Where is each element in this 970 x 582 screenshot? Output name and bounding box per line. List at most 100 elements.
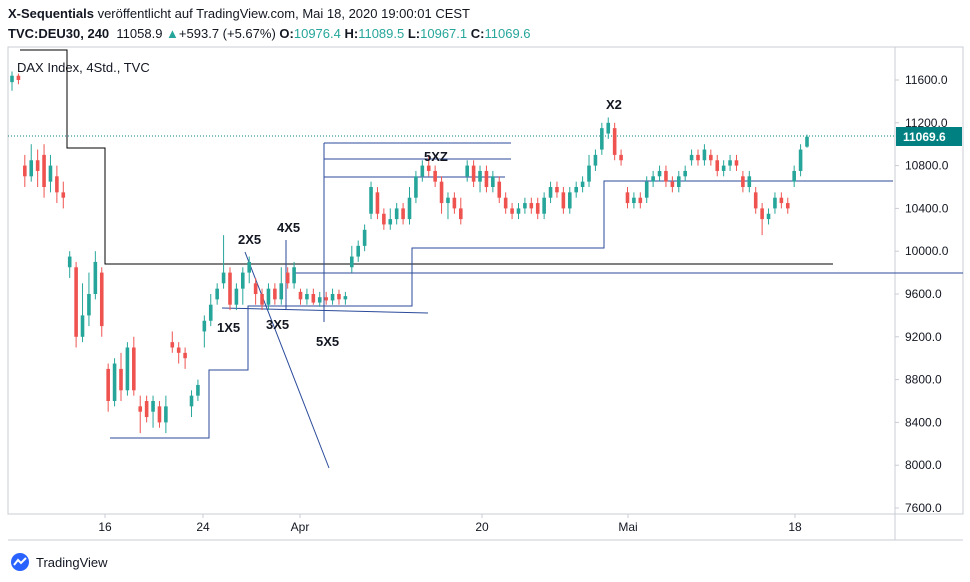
candle bbox=[164, 395, 168, 434]
time-tick-label: Mai bbox=[618, 520, 637, 534]
candle-body bbox=[753, 192, 758, 209]
symbol-label[interactable]: TVC:DEU30, 240 bbox=[8, 26, 110, 41]
candle-body bbox=[164, 406, 168, 423]
candle bbox=[805, 134, 809, 148]
candle bbox=[35, 149, 40, 187]
candle-body bbox=[394, 208, 399, 220]
candle-body bbox=[132, 347, 136, 391]
candle bbox=[747, 170, 752, 193]
candle bbox=[471, 160, 476, 187]
candle bbox=[702, 144, 707, 166]
candle-body bbox=[55, 176, 59, 193]
price-axis[interactable]: 11600.0 11200.0 10800.0 10400.0 10000.0 9600.… bbox=[895, 73, 949, 515]
candle bbox=[478, 165, 482, 193]
candle-body bbox=[16, 75, 21, 80]
candle bbox=[228, 267, 232, 311]
drawings-layer bbox=[8, 49, 963, 469]
candle bbox=[548, 181, 553, 204]
candle-body bbox=[67, 256, 72, 268]
candle-body bbox=[106, 368, 110, 401]
candle bbox=[279, 267, 284, 305]
candle bbox=[452, 192, 457, 214]
candle-body bbox=[670, 181, 675, 187]
candle bbox=[362, 224, 367, 252]
candle bbox=[67, 251, 72, 278]
candle-body bbox=[766, 213, 771, 220]
candle bbox=[215, 283, 219, 305]
candle-body bbox=[196, 384, 200, 396]
candle bbox=[356, 240, 361, 262]
candle-body bbox=[349, 256, 354, 268]
candle bbox=[273, 283, 277, 305]
price-tick-label: 7600.0 bbox=[905, 501, 942, 515]
annotations: 1X5 2X5 3X5 4X5 5X5 5XZ X2 bbox=[217, 97, 622, 349]
time-tick-label: 20 bbox=[475, 520, 489, 534]
candle bbox=[285, 267, 290, 289]
candle bbox=[99, 267, 104, 337]
candle bbox=[664, 165, 668, 187]
price-tick-label: 11200.0 bbox=[905, 116, 948, 130]
high-value: 11089.5 bbox=[358, 26, 405, 41]
candle-body bbox=[285, 272, 290, 284]
candle-body bbox=[478, 170, 482, 182]
candle-body bbox=[29, 160, 34, 177]
candle bbox=[587, 154, 591, 187]
candle-body bbox=[542, 197, 546, 214]
blue-step-line bbox=[110, 180, 893, 439]
candle-body bbox=[337, 294, 341, 300]
candle-body bbox=[696, 154, 700, 161]
candle bbox=[484, 165, 489, 193]
candle-body bbox=[420, 165, 425, 177]
candle-body bbox=[785, 203, 790, 209]
candle bbox=[375, 187, 380, 220]
candle-body bbox=[638, 197, 643, 204]
candle bbox=[561, 187, 566, 214]
candle-body bbox=[664, 170, 668, 182]
candle bbox=[317, 291, 322, 307]
candle bbox=[151, 395, 155, 428]
candle-body bbox=[593, 154, 598, 166]
candle-body bbox=[529, 203, 534, 209]
candle bbox=[439, 176, 444, 214]
candle bbox=[516, 203, 521, 220]
candle bbox=[247, 256, 252, 284]
tradingview-brand[interactable]: TradingView bbox=[36, 554, 108, 570]
candle-body bbox=[208, 304, 213, 321]
price-tick-label: 11600.0 bbox=[905, 73, 948, 87]
last-price-tag bbox=[896, 127, 962, 146]
price-tick-label: 10000.0 bbox=[905, 244, 949, 258]
time-tick-label: Apr bbox=[291, 520, 310, 534]
support-line bbox=[221, 307, 429, 314]
candle bbox=[670, 176, 675, 193]
chart-title: DAX Index, 4Std., TVC bbox=[17, 60, 150, 75]
tradingview-logo-icon[interactable] bbox=[10, 552, 30, 572]
candle-body bbox=[189, 395, 194, 407]
candle-body bbox=[747, 176, 752, 187]
candle-body bbox=[734, 160, 739, 166]
candle-body bbox=[144, 401, 149, 418]
diagonal-line bbox=[244, 251, 330, 469]
candle bbox=[407, 187, 412, 225]
candle-body bbox=[388, 219, 393, 225]
candle-body bbox=[503, 197, 508, 209]
candle-body bbox=[157, 406, 162, 423]
candle bbox=[676, 170, 681, 193]
low-value: 10967.1 bbox=[420, 26, 468, 41]
time-axis[interactable]: 16 24 Apr 20 Mai 18 bbox=[98, 514, 802, 534]
candle-body bbox=[555, 187, 559, 193]
candle-body bbox=[561, 192, 566, 209]
candle-body bbox=[484, 170, 489, 187]
candle bbox=[388, 208, 393, 230]
candle bbox=[414, 170, 418, 204]
candle-body bbox=[644, 181, 649, 198]
publisher-name[interactable]: X-Sequentials bbox=[8, 6, 94, 21]
candle-body bbox=[426, 165, 431, 171]
candle bbox=[311, 288, 316, 305]
candle-body bbox=[80, 315, 85, 337]
candle-body bbox=[612, 128, 617, 155]
candle bbox=[644, 176, 649, 204]
low-label: L: bbox=[407, 26, 421, 41]
candle-body bbox=[632, 197, 636, 204]
candle bbox=[619, 149, 623, 166]
